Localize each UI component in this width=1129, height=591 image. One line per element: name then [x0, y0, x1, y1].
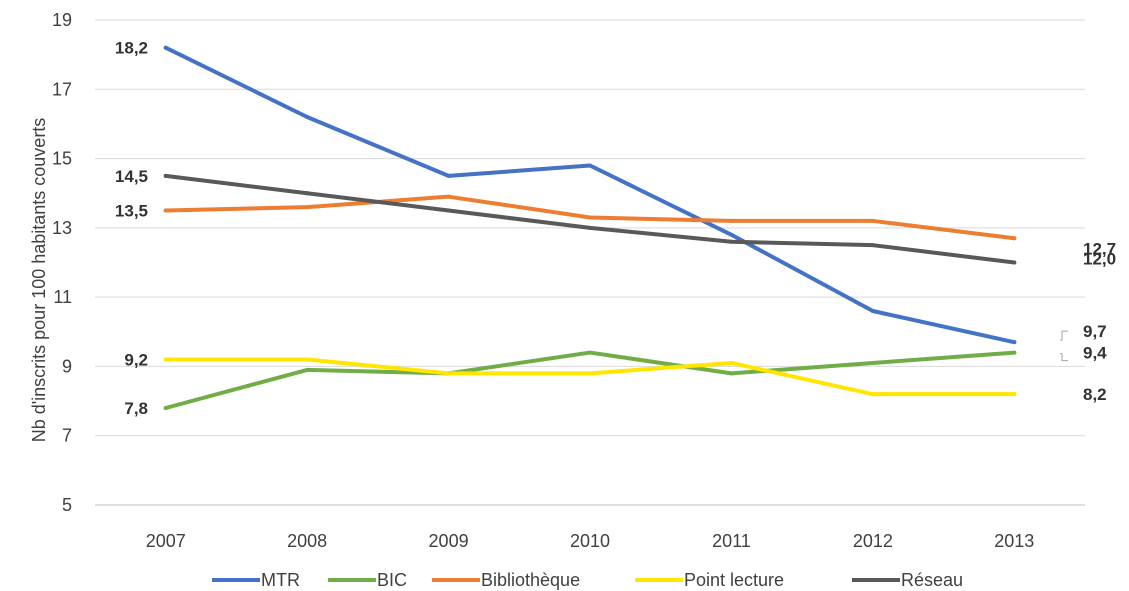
data-label-end-point-lecture: 8,2	[1083, 385, 1107, 404]
data-point-reseau	[163, 173, 168, 178]
y-axis-title: Nb d'inscrits pour 100 habitants couvert…	[29, 118, 49, 443]
data-point-mtr	[729, 232, 734, 237]
data-point-reseau	[729, 239, 734, 244]
data-point-point-lecture	[1012, 392, 1017, 397]
y-tick-label: 5	[62, 495, 72, 515]
data-label-end-bibliotheque: 12,7	[1083, 239, 1116, 258]
series-line-point-lecture	[163, 357, 1017, 397]
data-point-reseau	[1012, 260, 1017, 265]
leader-line-mtr	[1060, 330, 1068, 341]
data-point-point-lecture	[163, 357, 168, 362]
x-tick-label: 2009	[429, 531, 469, 551]
legend-label: Bibliothèque	[481, 570, 580, 590]
data-point-reseau	[870, 243, 875, 248]
legend: MTR BIC Bibliothèque Point lecture Réseau	[212, 570, 963, 590]
x-tick-label: 2013	[994, 531, 1034, 551]
data-point-bibliotheque	[870, 218, 875, 223]
x-axis-ticks: 2007 2008 2009 2010 2011 2012 2013	[146, 531, 1035, 551]
legend-item-point-lecture: Point lecture	[635, 570, 784, 590]
data-point-mtr	[870, 309, 875, 313]
y-tick-label: 11	[53, 287, 72, 307]
data-label-start-mtr: 18,2	[115, 39, 148, 58]
data-point-reseau	[446, 208, 451, 213]
data-point-bibliotheque	[1012, 236, 1017, 241]
gridlines	[95, 19, 1085, 506]
data-point-point-lecture	[588, 371, 592, 376]
y-tick-label: 15	[52, 149, 72, 169]
data-label-end-mtr: 9,7	[1083, 322, 1107, 341]
data-point-mtr	[446, 173, 451, 178]
data-point-bic	[588, 350, 592, 355]
data-label-start-bic: 7,8	[124, 399, 148, 418]
data-label-start-bibliotheque: 13,5	[115, 202, 148, 221]
x-tick-label: 2012	[853, 531, 893, 551]
x-tick-label: 2011	[712, 531, 751, 551]
data-labels: 18,2 9,7 7,8 9,4 13,5 12,7 9,2 8,2 14,5 12,0	[115, 39, 1116, 418]
legend-label: MTR	[261, 570, 300, 590]
data-point-bibliotheque	[446, 194, 451, 199]
series-line-mtr	[163, 45, 1017, 345]
data-point-mtr	[163, 45, 168, 50]
data-label-start-reseau: 14,5	[115, 167, 148, 186]
x-tick-label: 2008	[287, 531, 327, 551]
y-tick-label: 19	[52, 10, 72, 30]
data-point-mtr	[305, 115, 310, 119]
data-label-start-point-lecture: 9,2	[124, 351, 148, 370]
data-point-point-lecture	[305, 357, 310, 362]
legend-item-mtr: MTR	[212, 570, 300, 590]
data-point-bic	[305, 367, 310, 372]
data-point-bic	[163, 406, 168, 410]
data-point-reseau	[588, 225, 592, 230]
legend-item-bibliotheque: Bibliothèque	[432, 570, 580, 590]
data-point-bibliotheque	[305, 205, 310, 210]
x-tick-label: 2007	[146, 531, 186, 551]
data-point-reseau	[305, 191, 310, 196]
data-point-bic	[729, 371, 734, 376]
legend-label: Point lecture	[684, 570, 784, 590]
y-tick-label: 17	[52, 79, 72, 99]
series-lines	[163, 45, 1017, 410]
legend-item-bic: BIC	[328, 570, 407, 590]
data-point-bic	[1012, 350, 1017, 355]
data-point-mtr	[1012, 340, 1017, 345]
data-point-bibliotheque	[729, 218, 734, 223]
data-point-bic	[870, 360, 875, 365]
legend-label: Réseau	[901, 570, 963, 590]
data-point-point-lecture	[729, 360, 734, 365]
leader-line-bic	[1060, 353, 1068, 362]
data-point-point-lecture	[870, 392, 875, 397]
x-tick-label: 2010	[570, 531, 610, 551]
legend-item-reseau: Réseau	[852, 570, 963, 590]
data-point-mtr	[588, 163, 592, 168]
y-tick-label: 7	[62, 426, 72, 446]
legend-label: BIC	[377, 570, 407, 590]
data-point-point-lecture	[446, 371, 451, 376]
y-tick-label: 13	[52, 218, 72, 238]
data-point-bibliotheque	[588, 215, 592, 220]
data-label-end-bic: 9,4	[1083, 344, 1107, 363]
data-point-bibliotheque	[163, 208, 168, 213]
y-tick-label: 9	[62, 356, 72, 376]
y-axis-ticks: 5 7 9 11 13 15 17 19	[52, 10, 72, 515]
data-label-end-reseau: 12,0	[1083, 250, 1116, 269]
